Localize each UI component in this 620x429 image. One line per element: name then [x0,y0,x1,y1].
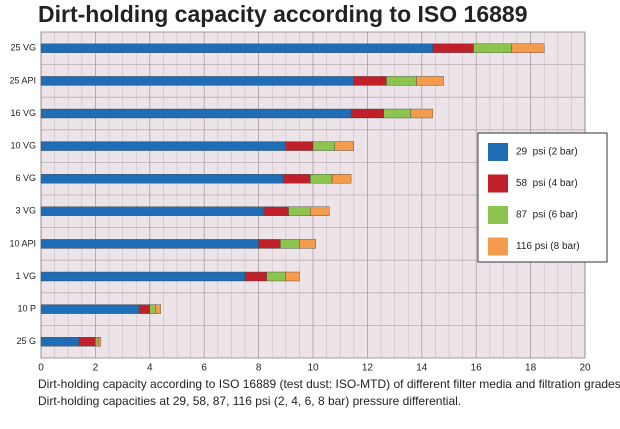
y-tick-label: 10 VG [10,140,36,150]
bar-segment [40,271,246,282]
bar-segment [310,206,330,217]
y-tick-label: 1 VG [15,271,36,281]
bar-segment [288,206,311,217]
bar-segment [280,239,300,249]
y-tick-label: 10 API [9,238,36,248]
x-tick-label: 20 [579,363,591,374]
bar-segment [312,141,335,151]
bar-segment [40,108,352,119]
bar-segment [266,271,287,282]
bar-segment [473,43,512,53]
bar-segment [40,337,80,347]
chart-title: Dirt-holding capacity according to ISO 1… [38,1,528,27]
bar-segment [95,337,99,347]
bar-segment [410,108,433,119]
legend-label: 58 psi (4 bar) [516,178,578,189]
bar-segment [310,173,333,184]
bar-segment [97,337,102,347]
bar-segment [40,239,259,249]
bar-segment [78,337,96,347]
legend-swatch [488,174,508,193]
x-tick-label: 14 [416,363,428,374]
caption: Dirt-holding capacities at 29, 58, 87, 1… [38,394,461,408]
bar-segment [149,304,156,314]
bar-segment [40,206,265,217]
legend-swatch [488,237,508,256]
bar-segment [138,304,150,314]
bar-segment [416,76,444,86]
y-tick-label: 6 VG [15,173,36,183]
y-tick-label: 16 VG [10,108,36,118]
x-tick-label: 16 [471,363,483,374]
legend-label: 116 psi (8 bar) [516,241,580,252]
bar-segment [350,108,384,119]
y-tick-label: 10 P [17,303,36,313]
bar-segment [386,76,417,86]
bar-segment [40,141,287,151]
x-tick-label: 10 [307,363,319,374]
bar-segment [40,173,284,184]
bar-segment [40,43,433,53]
x-tick-label: 0 [38,363,44,374]
x-tick-label: 2 [93,363,99,374]
x-tick-label: 18 [525,363,537,374]
bar-segment [353,76,387,86]
x-tick-label: 8 [256,363,262,374]
legend-swatch [488,206,508,224]
bar-segment [40,304,140,314]
bar-segment [282,173,311,184]
bar-segment [432,43,474,53]
bar-segment [383,108,412,119]
bar-segment [258,239,281,249]
bar-segment [263,206,289,217]
bar-segment [511,43,545,53]
bar-segment [334,141,355,151]
bar-segment [155,304,161,314]
bar-segment [244,271,267,282]
legend-label: 87 psi (6 bar) [516,210,578,221]
bar-segment [285,141,314,151]
y-tick-label: 25 G [16,336,36,346]
bar-segment [285,271,300,282]
bar-segment [331,173,352,184]
y-tick-label: 25 VG [10,43,36,53]
y-tick-label: 3 VG [15,206,36,216]
bar-segment [40,76,354,86]
legend-swatch [488,143,508,161]
bar-segment [299,239,316,249]
legend-label: 29 psi (2 bar) [516,147,578,158]
x-tick-label: 6 [201,363,207,374]
x-tick-label: 12 [362,363,374,374]
caption: Dirt-holding capacity according to ISO 1… [38,377,620,391]
x-tick-label: 4 [147,363,153,374]
y-tick-label: 25 API [9,75,36,85]
